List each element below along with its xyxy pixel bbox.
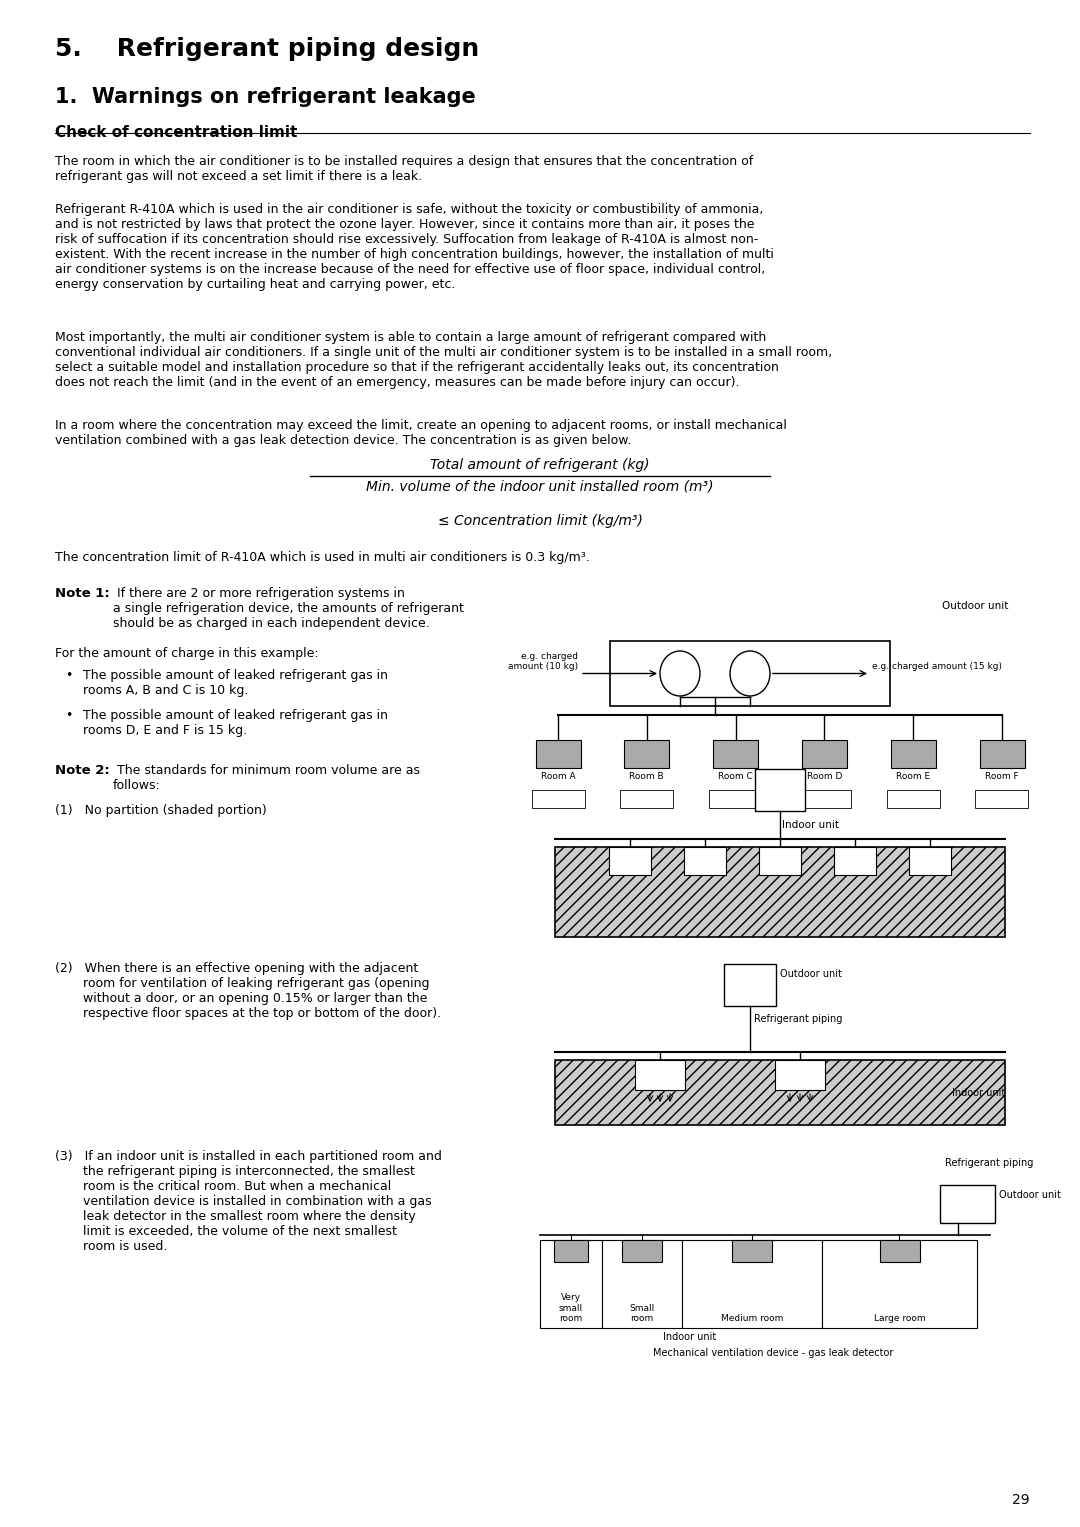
Bar xyxy=(609,847,651,875)
Text: The concentration limit of R-410A which is used in multi air conditioners is 0.3: The concentration limit of R-410A which … xyxy=(55,551,590,563)
Text: Total amount of refrigerant (kg): Total amount of refrigerant (kg) xyxy=(430,458,650,472)
Bar xyxy=(940,1185,995,1223)
Text: Indoor unit: Indoor unit xyxy=(951,1087,1005,1098)
Text: Room F: Room F xyxy=(985,773,1018,780)
Text: Note 2:: Note 2: xyxy=(55,764,110,777)
Text: Outdoor unit: Outdoor unit xyxy=(780,970,842,979)
Bar xyxy=(710,789,762,808)
Text: If there are 2 or more refrigeration systems in
a single refrigeration device, t: If there are 2 or more refrigeration sys… xyxy=(113,586,464,631)
Text: Refrigerant R-410A which is used in the air conditioner is safe, without the tox: Refrigerant R-410A which is used in the … xyxy=(55,203,774,292)
Bar xyxy=(681,1240,822,1328)
Text: e.g. charged
amount (10 kg): e.g. charged amount (10 kg) xyxy=(508,652,578,672)
Text: Indoor unit: Indoor unit xyxy=(663,1332,717,1342)
Text: Large room: Large room xyxy=(874,1315,926,1322)
Bar xyxy=(536,741,581,768)
Bar xyxy=(602,1240,681,1328)
Text: •: • xyxy=(65,669,72,683)
Bar xyxy=(620,789,673,808)
Text: 5.    Refrigerant piping design: 5. Refrigerant piping design xyxy=(55,37,480,61)
Text: Small
room: Small room xyxy=(630,1304,654,1322)
Bar xyxy=(909,847,951,875)
Bar xyxy=(713,741,758,768)
Bar xyxy=(610,641,890,705)
Text: For the amount of charge in this example:: For the amount of charge in this example… xyxy=(55,647,319,660)
Bar xyxy=(801,741,847,768)
Text: The possible amount of leaked refrigerant gas in
rooms D, E and F is 15 kg.: The possible amount of leaked refrigeran… xyxy=(83,709,388,738)
Text: ≤ Concentration limit (kg/m³): ≤ Concentration limit (kg/m³) xyxy=(437,515,643,528)
Bar xyxy=(775,1060,825,1090)
Text: 1.  Warnings on refrigerant leakage: 1. Warnings on refrigerant leakage xyxy=(55,87,476,107)
Bar xyxy=(622,1240,662,1261)
Text: Outdoor unit: Outdoor unit xyxy=(942,602,1008,611)
Text: 29: 29 xyxy=(1012,1493,1030,1507)
Text: Refrigerant piping: Refrigerant piping xyxy=(754,1014,842,1025)
Bar xyxy=(554,1240,588,1261)
Ellipse shape xyxy=(730,651,770,696)
Text: Room A: Room A xyxy=(541,773,576,780)
Text: •: • xyxy=(65,709,72,722)
Bar xyxy=(724,964,777,1006)
Bar xyxy=(755,770,805,811)
Text: Min. volume of the indoor unit installed room (m³): Min. volume of the indoor unit installed… xyxy=(366,479,714,495)
Text: Outdoor unit: Outdoor unit xyxy=(999,1190,1061,1200)
Bar xyxy=(555,1060,1005,1125)
Bar xyxy=(732,1240,772,1261)
Bar xyxy=(684,847,726,875)
Text: Medium room: Medium room xyxy=(720,1315,783,1322)
Bar xyxy=(555,847,1005,938)
Ellipse shape xyxy=(660,651,700,696)
Text: The standards for minimum room volume are as
follows:: The standards for minimum room volume ar… xyxy=(113,764,420,793)
Text: Room C: Room C xyxy=(718,773,753,780)
Text: Most importantly, the multi air conditioner system is able to contain a large am: Most importantly, the multi air conditio… xyxy=(55,331,832,389)
Text: Room D: Room D xyxy=(807,773,842,780)
Text: (3)   If an indoor unit is installed in each partitioned room and
       the ref: (3) If an indoor unit is installed in ea… xyxy=(55,1150,442,1254)
Text: Refrigerant piping: Refrigerant piping xyxy=(945,1157,1034,1168)
Text: Indoor unit: Indoor unit xyxy=(782,820,838,831)
Bar xyxy=(540,1240,602,1328)
Bar xyxy=(624,741,670,768)
Text: (1)   No partition (shaded portion): (1) No partition (shaded portion) xyxy=(55,805,267,817)
Bar xyxy=(887,789,940,808)
Text: The possible amount of leaked refrigerant gas in
rooms A, B and C is 10 kg.: The possible amount of leaked refrigeran… xyxy=(83,669,388,696)
Bar xyxy=(759,847,801,875)
Text: Very
small
room: Very small room xyxy=(559,1293,583,1322)
Bar xyxy=(798,789,851,808)
Text: Check of concentration limit: Check of concentration limit xyxy=(55,125,297,140)
Text: In a room where the concentration may exceed the limit, create an opening to adj: In a room where the concentration may ex… xyxy=(55,418,787,447)
Text: Room E: Room E xyxy=(896,773,930,780)
Text: The room in which the air conditioner is to be installed requires a design that : The room in which the air conditioner is… xyxy=(55,156,753,183)
Text: e.g. charged amount (15 kg): e.g. charged amount (15 kg) xyxy=(872,663,1002,672)
Bar xyxy=(879,1240,919,1261)
Text: Note 1:: Note 1: xyxy=(55,586,110,600)
Bar xyxy=(822,1240,977,1328)
Bar xyxy=(891,741,935,768)
Bar xyxy=(531,789,584,808)
Text: (2)   When there is an effective opening with the adjacent
       room for venti: (2) When there is an effective opening w… xyxy=(55,962,441,1020)
Bar xyxy=(635,1060,685,1090)
Text: Room B: Room B xyxy=(630,773,664,780)
Bar xyxy=(980,741,1025,768)
Bar xyxy=(975,789,1028,808)
Bar xyxy=(834,847,876,875)
Text: Mechanical ventilation device - gas leak detector: Mechanical ventilation device - gas leak… xyxy=(653,1348,893,1358)
